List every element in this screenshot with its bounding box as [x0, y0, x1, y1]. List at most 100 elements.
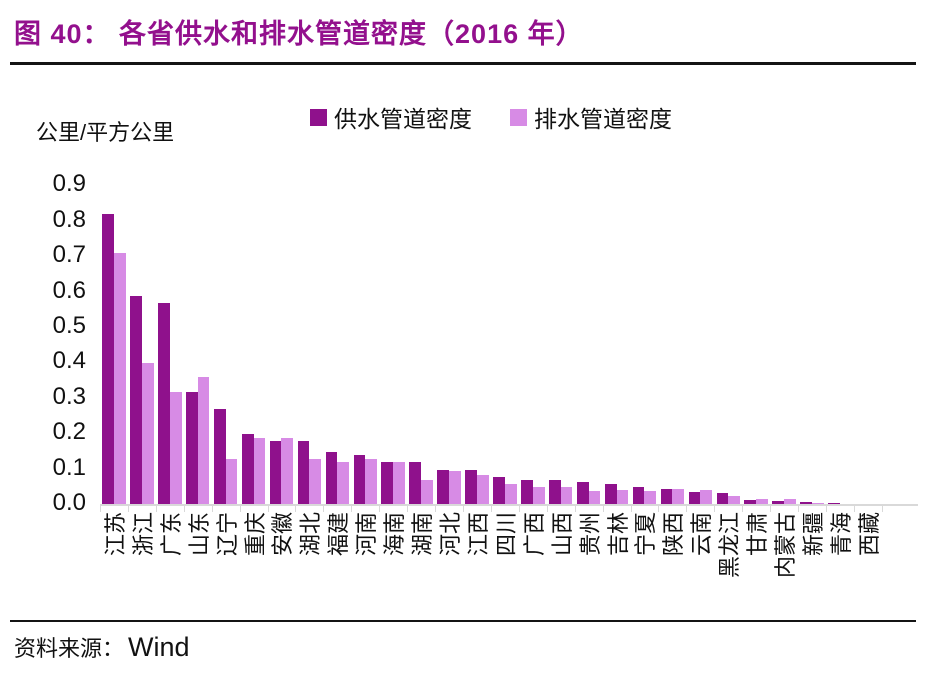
axis-tick [155, 506, 184, 512]
supply-bar [493, 476, 505, 505]
axis-tick [435, 506, 463, 512]
bar-group [407, 186, 435, 505]
supply-bar [381, 462, 394, 505]
x-axis-label: 内蒙古 [773, 512, 799, 579]
bar-group [603, 186, 631, 505]
drainage-bar [560, 487, 573, 505]
y-axis-unit-label: 公里/平方公里 [36, 120, 175, 145]
drainage-bar [197, 377, 210, 505]
axis-tick [211, 506, 240, 512]
drainage-bar [756, 498, 768, 505]
drainage-bar [253, 437, 266, 505]
axis-tick [183, 506, 212, 512]
source-divider [10, 620, 916, 622]
x-axis-label: 西藏 [856, 512, 882, 557]
axis-tick [462, 506, 491, 512]
x-axis-label: 宁夏 [633, 512, 659, 557]
x-axis-label: 云南 [689, 512, 715, 557]
drainage-bar [672, 488, 685, 505]
supply-bar [688, 491, 701, 505]
axis-tick [714, 506, 742, 512]
x-axis-label: 福建 [326, 512, 352, 557]
drainage-bar [728, 496, 740, 505]
axis-tick [853, 506, 882, 512]
y-tick-label: 0.2 [52, 418, 86, 446]
axis-tick [351, 506, 379, 512]
legend-label-drainage: 排水管道密度 [534, 106, 672, 132]
y-tick-label: 0.0 [52, 489, 86, 516]
figure-title: 图 40： 各省供水和排水管道密度（2016 年） [14, 19, 584, 49]
x-axis-line [100, 504, 918, 506]
supply-bar [660, 489, 673, 505]
title-divider [10, 62, 916, 65]
x-axis-label: 湖北 [298, 512, 324, 557]
drainage-bar [225, 458, 238, 505]
axis-tick [239, 506, 268, 512]
supply-bar [604, 483, 617, 505]
x-axis-label: 新疆 [801, 512, 826, 557]
supply-bar [521, 480, 533, 505]
bar-group [379, 186, 407, 505]
legend-entry-drainage: 排水管道密度 [510, 100, 672, 134]
y-tick-label: 0.9 [52, 170, 86, 198]
axis-tick [295, 506, 323, 512]
bar-group [491, 186, 519, 505]
drainage-bar [365, 458, 377, 505]
supply-bar [102, 214, 114, 505]
bar-group [463, 186, 491, 505]
x-axis-label: 海南 [382, 512, 408, 557]
axis-tick [490, 506, 519, 512]
supply-bar [409, 462, 422, 505]
supply-bar [576, 481, 589, 505]
axis-tick [267, 506, 296, 512]
drainage-bar [700, 490, 713, 505]
bar-group [547, 186, 575, 505]
legend-swatch-supply [310, 108, 327, 126]
axis-tick [658, 506, 686, 512]
drainage-bar [309, 458, 322, 505]
y-tick-label: 0.4 [52, 347, 86, 375]
bar-group [100, 186, 128, 505]
drainage-bar [616, 490, 629, 505]
supply-bar [548, 480, 561, 505]
drainage-bar [476, 474, 489, 505]
bar-group [742, 186, 770, 505]
supply-bar [158, 302, 170, 505]
x-axis-label: 重庆 [242, 512, 268, 557]
supply-bar [213, 409, 226, 505]
source-label: 资料来源： [14, 637, 125, 662]
axis-tick [742, 506, 770, 512]
supply-bar [465, 469, 477, 505]
supply-bar [716, 492, 729, 505]
supply-bar [130, 295, 142, 505]
drainage-bar [504, 483, 517, 505]
axis-tick [798, 506, 826, 512]
supply-bar [744, 499, 757, 505]
supply-bar [437, 469, 450, 505]
x-axis-label: 辽宁 [214, 512, 240, 557]
supply-bar [772, 500, 785, 505]
legend-entry-supply: 供水管道密度 [310, 100, 472, 134]
drainage-bar [784, 499, 796, 505]
axis-tick [379, 506, 407, 512]
x-axis-label: 山西 [549, 512, 575, 557]
supply-bar [325, 451, 338, 505]
x-axis-label: 广东 [158, 512, 184, 557]
bar-group [686, 186, 714, 505]
y-tick-label: 0.3 [52, 382, 86, 410]
drainage-bar [588, 490, 601, 505]
drainage-bar [421, 480, 433, 505]
bar-group [240, 186, 268, 505]
drainage-bar [141, 363, 154, 505]
bar-group [184, 186, 212, 505]
drainage-bar [281, 437, 294, 505]
axis-tick [127, 506, 156, 512]
supply-bar [269, 441, 282, 505]
drainage-bar [644, 490, 657, 505]
chart-legend: 供水管道密度 排水管道密度 [100, 100, 882, 134]
axis-tick [574, 506, 603, 512]
bar-group [631, 186, 659, 505]
drainage-bar [337, 462, 350, 505]
supply-bar [297, 441, 310, 505]
drainage-bar [449, 471, 461, 505]
